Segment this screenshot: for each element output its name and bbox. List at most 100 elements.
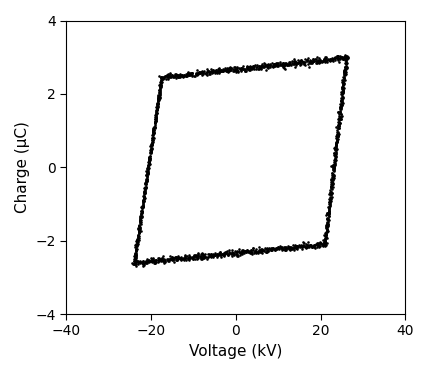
Point — [295, 60, 302, 66]
Point — [132, 246, 139, 252]
Point — [257, 246, 264, 252]
Point — [154, 102, 161, 108]
Point — [330, 173, 337, 179]
Point — [143, 178, 150, 184]
Point — [154, 110, 160, 116]
Point — [146, 154, 153, 160]
Point — [303, 244, 310, 250]
Point — [328, 174, 335, 180]
Point — [323, 219, 330, 225]
Point — [323, 226, 330, 232]
Point — [254, 64, 260, 70]
Point — [277, 245, 284, 251]
Point — [175, 255, 182, 261]
Point — [137, 228, 144, 234]
Point — [135, 228, 142, 234]
Point — [148, 139, 155, 145]
Point — [142, 184, 149, 190]
Point — [340, 87, 347, 93]
Point — [145, 162, 151, 168]
Point — [185, 254, 192, 260]
Point — [132, 249, 139, 255]
Point — [154, 93, 161, 99]
Point — [199, 69, 205, 75]
Point — [195, 255, 202, 261]
Point — [226, 65, 233, 71]
Point — [308, 244, 315, 250]
Point — [341, 74, 347, 80]
Point — [175, 257, 182, 263]
Point — [291, 245, 298, 251]
Point — [136, 222, 143, 228]
Point — [189, 254, 196, 260]
Point — [132, 261, 139, 267]
Point — [153, 111, 160, 117]
Point — [326, 191, 333, 197]
Point — [213, 70, 220, 76]
Point — [199, 69, 205, 75]
Point — [196, 254, 203, 260]
Point — [331, 160, 338, 166]
Point — [257, 66, 264, 72]
Point — [231, 64, 238, 70]
Point — [335, 131, 341, 137]
Point — [151, 124, 158, 130]
Point — [282, 66, 289, 72]
Point — [133, 242, 140, 248]
Point — [341, 68, 348, 74]
Point — [339, 88, 346, 94]
Point — [140, 198, 147, 204]
Point — [275, 245, 281, 251]
Point — [326, 205, 332, 211]
Point — [341, 69, 348, 75]
Point — [137, 225, 144, 231]
Point — [216, 68, 223, 74]
Point — [329, 56, 335, 62]
Point — [148, 142, 155, 148]
Point — [242, 68, 248, 74]
Point — [245, 66, 251, 72]
Point — [152, 115, 159, 121]
Point — [149, 128, 156, 134]
Point — [233, 64, 240, 70]
Point — [230, 250, 237, 256]
Point — [270, 245, 277, 251]
Point — [133, 252, 140, 258]
Point — [136, 230, 142, 236]
Point — [225, 252, 232, 258]
Point — [328, 181, 335, 187]
Point — [136, 258, 143, 264]
Point — [306, 244, 313, 250]
Point — [285, 245, 292, 251]
Point — [152, 118, 159, 124]
Point — [337, 104, 344, 110]
Point — [177, 74, 184, 80]
Point — [265, 61, 272, 67]
Point — [137, 219, 144, 225]
Point — [141, 196, 148, 202]
Y-axis label: Charge (μC): Charge (μC) — [15, 121, 30, 213]
Point — [142, 178, 149, 184]
Point — [233, 251, 240, 257]
Point — [335, 119, 342, 125]
Point — [212, 252, 219, 258]
Point — [174, 72, 181, 78]
Point — [237, 68, 244, 74]
Point — [200, 253, 207, 259]
Point — [209, 69, 216, 75]
Point — [145, 165, 152, 171]
Point — [314, 54, 321, 60]
Point — [331, 162, 338, 168]
Point — [281, 244, 288, 250]
Point — [199, 255, 205, 261]
Point — [329, 170, 336, 176]
Point — [336, 55, 343, 61]
Point — [137, 218, 144, 224]
Point — [229, 253, 236, 259]
Point — [243, 66, 250, 72]
Point — [273, 60, 280, 66]
Point — [322, 59, 329, 65]
Point — [332, 144, 339, 150]
Point — [138, 213, 145, 219]
Point — [154, 106, 160, 112]
